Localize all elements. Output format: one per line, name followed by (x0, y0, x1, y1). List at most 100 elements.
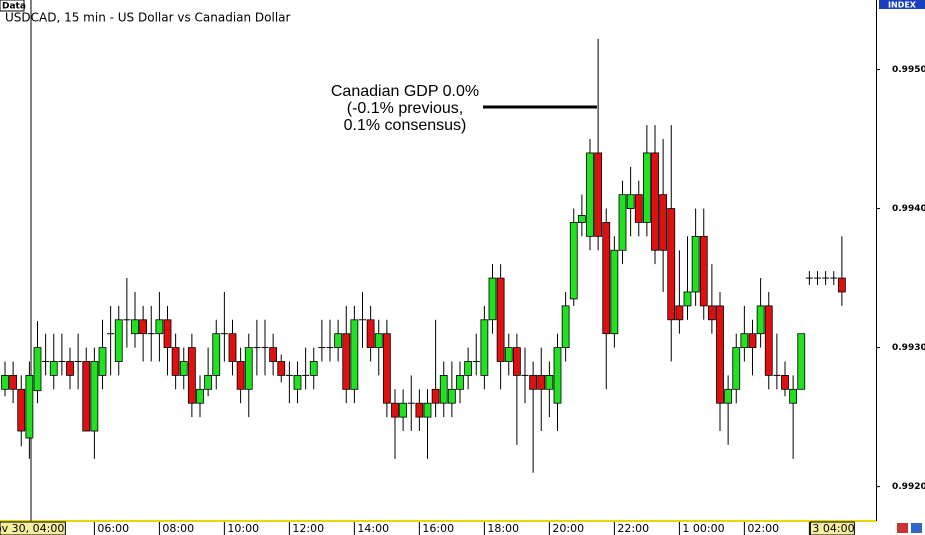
candle-body (537, 375, 546, 390)
candle-body (626, 194, 635, 209)
candle-body (602, 222, 611, 335)
candle-body (334, 333, 343, 348)
candle-body (561, 305, 570, 348)
candle-body (163, 319, 172, 348)
candle-body (675, 305, 684, 321)
candle-body (464, 361, 473, 376)
candle-body (529, 375, 538, 390)
candle-body (212, 333, 221, 376)
candle-body (269, 347, 278, 362)
candle-body (577, 215, 586, 223)
candle-body (9, 375, 18, 390)
candle-body (366, 319, 375, 348)
x-tick-label: 08:00 (162, 522, 194, 535)
candle-body (732, 347, 741, 390)
candle-body (114, 319, 123, 362)
candle-body (155, 319, 164, 335)
x-tick-label: 16:00 (422, 522, 454, 535)
y-tick-label: 0.9930 (892, 343, 925, 353)
x-label-box (809, 521, 855, 535)
candle-body (740, 333, 749, 348)
x-tick-label: 12:00 (292, 522, 324, 535)
candle-body (447, 388, 456, 404)
candle-body (488, 277, 497, 321)
candle-body (756, 305, 765, 335)
candle-body (691, 235, 700, 293)
candle-body (504, 347, 513, 362)
candle-body (545, 375, 554, 390)
candle-body (382, 333, 391, 404)
candle-body (82, 361, 91, 432)
candle-body (293, 375, 302, 390)
candle-body (350, 319, 359, 390)
candle-body (236, 361, 245, 390)
candle-body (659, 194, 668, 251)
candle-body (586, 152, 594, 237)
candle-body (724, 388, 733, 404)
candle-body (423, 402, 432, 418)
candle-body (66, 361, 74, 376)
candle-body (683, 291, 692, 307)
candle-body (748, 333, 757, 348)
candle-body (553, 347, 562, 404)
candle-body (496, 277, 505, 362)
candle-body (179, 361, 188, 376)
candle-body (391, 402, 399, 418)
x-tick-label: 06:00 (97, 522, 129, 535)
candle-body (797, 333, 806, 390)
candle-body (33, 347, 42, 392)
x-tick-label: 20:00 (552, 522, 584, 535)
axis-label-box (879, 0, 925, 9)
candle-body (456, 375, 464, 390)
icon (911, 523, 922, 533)
annotation-text: (-0.1% previous, (347, 100, 464, 117)
candle-body (699, 235, 708, 307)
candle-body (618, 194, 627, 251)
candle-body (610, 249, 619, 335)
candle-body (139, 319, 148, 335)
candle-body (187, 347, 196, 404)
candle-body (594, 152, 603, 237)
chart-title: USDCAD, 15 min - US Dollar vs Canadian D… (5, 11, 291, 25)
candle-body (309, 361, 318, 376)
candle-body (1, 375, 9, 390)
candle-body (480, 319, 489, 376)
x-tick-label: 18:00 (487, 522, 519, 535)
candle-body (399, 402, 408, 418)
candle-body (837, 277, 846, 293)
candle-body (131, 319, 139, 335)
y-tick-label: 0.9950 (892, 65, 925, 75)
candle-body (244, 347, 253, 390)
annotation-text: Canadian GDP 0.0% (331, 83, 479, 100)
axis-label: INDEX (888, 1, 917, 10)
y-tick-label: 0.9920 (892, 482, 925, 492)
x-tick-label: 02:00 (747, 522, 779, 535)
candle-body (707, 305, 716, 321)
candle-body (431, 388, 440, 404)
candle-body (204, 375, 213, 390)
x-tick-label: 22:00 (617, 522, 649, 535)
candle-body (642, 152, 651, 223)
candle-body (277, 361, 286, 376)
candle-body (90, 361, 99, 432)
candle-body (764, 305, 773, 376)
cursor-label-box (0, 521, 66, 535)
candle-body (569, 222, 578, 300)
candle-body (342, 333, 351, 390)
panel-label: Data (2, 2, 26, 12)
x-tick-label: 3 04:00 (812, 522, 854, 535)
annotation-text: 0.1% consensus) (344, 117, 467, 134)
icon (897, 523, 908, 533)
candle-body (512, 347, 521, 376)
candle-body (789, 388, 798, 404)
candle-body (25, 375, 34, 439)
candle-body (374, 333, 383, 348)
candle-body (196, 388, 204, 404)
candle-body (228, 333, 237, 362)
candle-body (439, 375, 448, 404)
x-tick-label: 10:00 (227, 522, 259, 535)
candle-body (49, 361, 58, 376)
